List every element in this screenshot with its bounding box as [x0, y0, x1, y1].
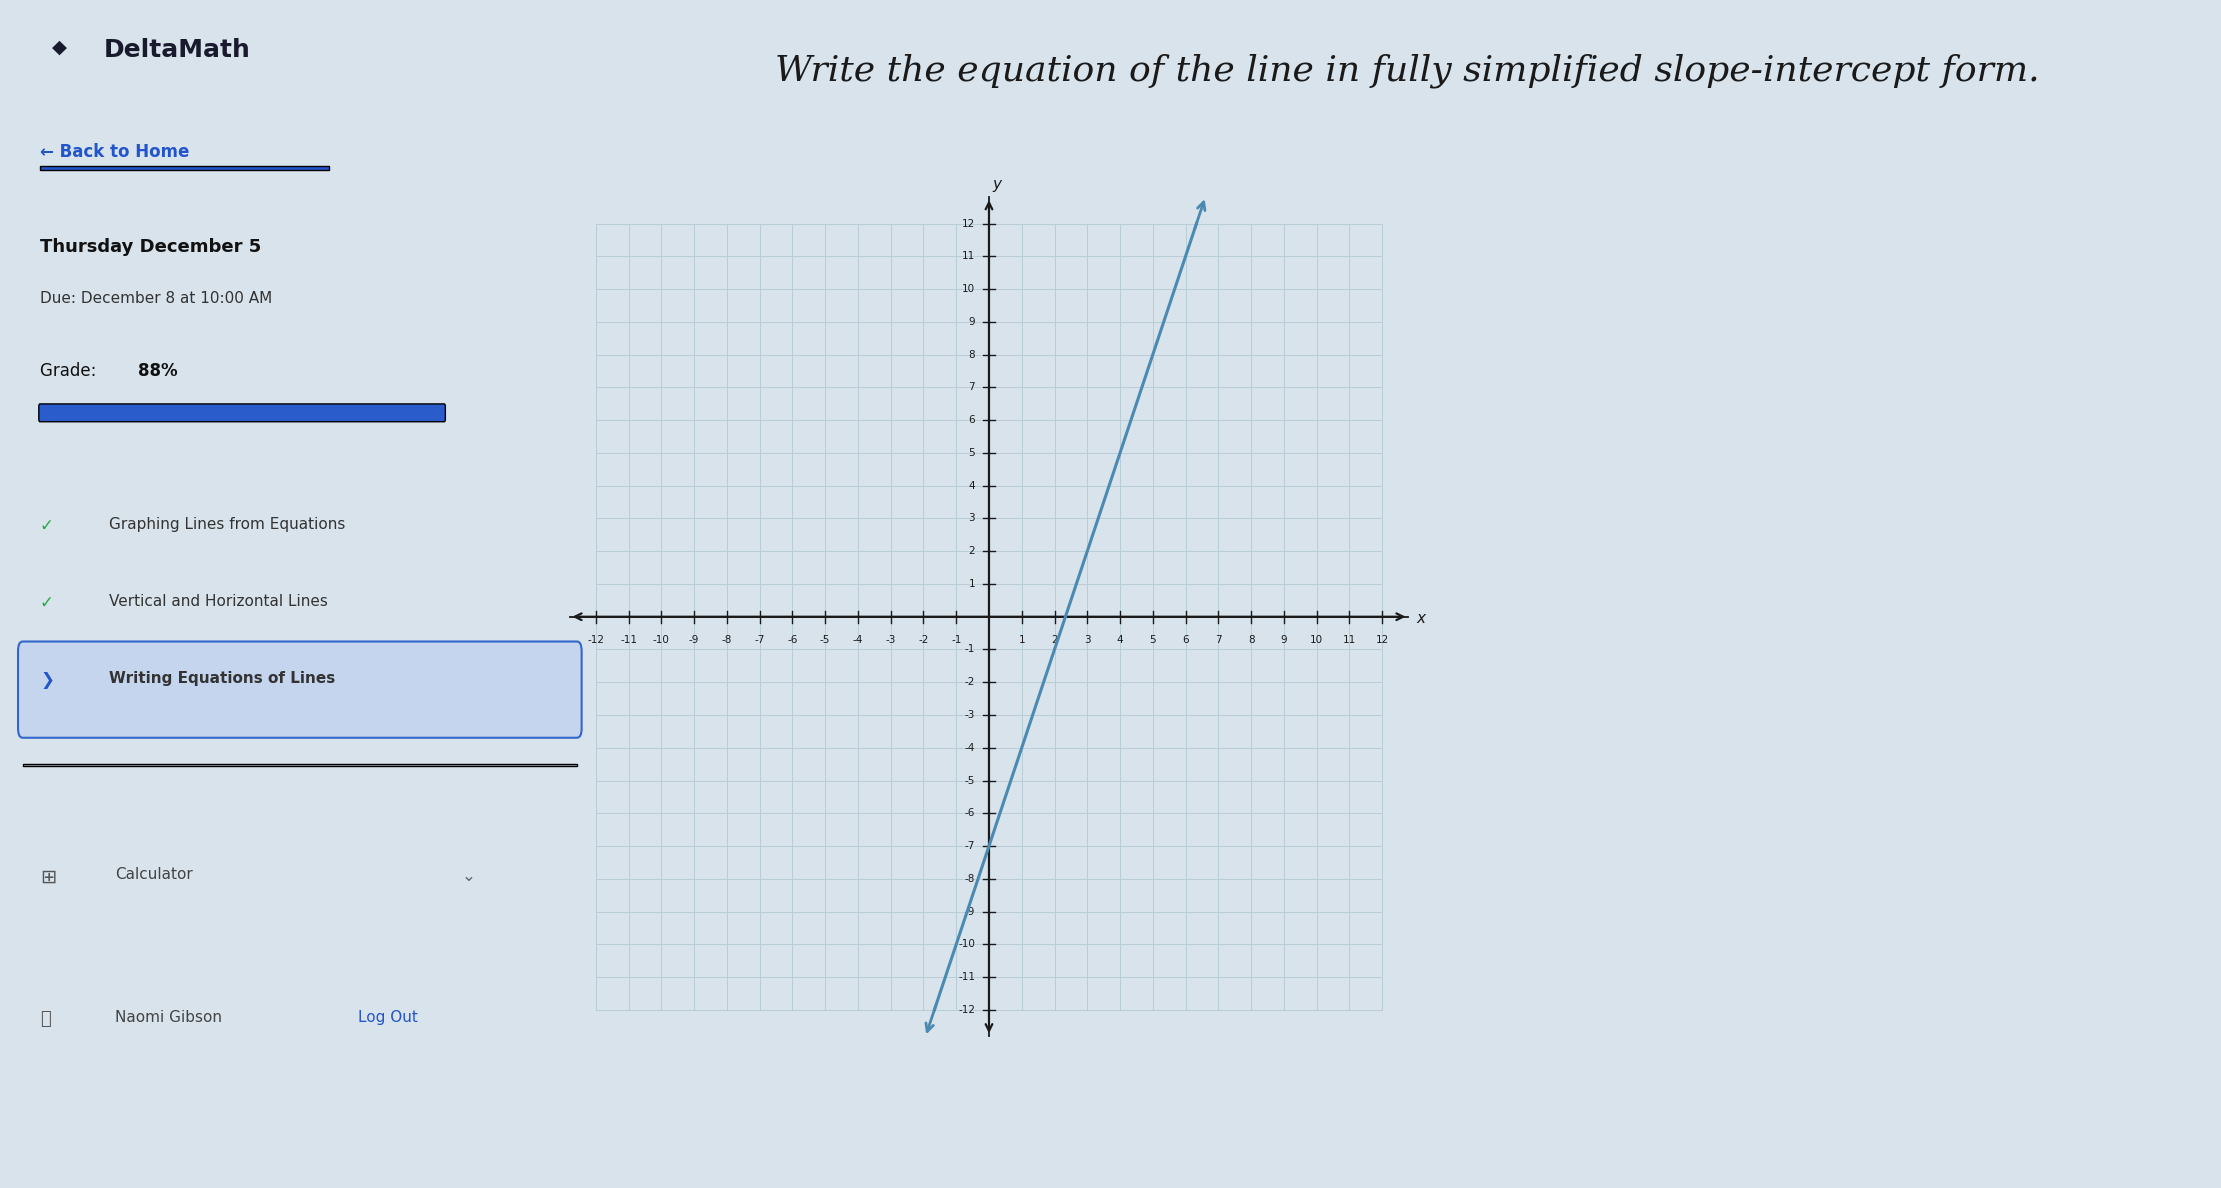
FancyBboxPatch shape	[18, 642, 582, 738]
Text: -8: -8	[722, 634, 733, 645]
Text: 7: 7	[1215, 634, 1222, 645]
Text: ⌄: ⌄	[462, 867, 475, 885]
Text: -9: -9	[964, 906, 975, 917]
Text: ❯: ❯	[40, 671, 53, 689]
Text: -5: -5	[964, 776, 975, 785]
Text: -2: -2	[964, 677, 975, 688]
Text: -8: -8	[964, 874, 975, 884]
Text: -10: -10	[957, 940, 975, 949]
Text: -3: -3	[964, 710, 975, 720]
Text: y: y	[993, 177, 1002, 192]
Text: 1: 1	[968, 579, 975, 589]
Text: 5: 5	[1150, 634, 1157, 645]
Text: -6: -6	[786, 634, 797, 645]
Text: Calculator: Calculator	[115, 867, 193, 883]
Text: 12: 12	[1375, 634, 1388, 645]
FancyBboxPatch shape	[40, 166, 329, 170]
Text: 7: 7	[968, 383, 975, 392]
Text: -11: -11	[957, 972, 975, 982]
Text: 4: 4	[1117, 634, 1124, 645]
Text: Thursday December 5: Thursday December 5	[40, 238, 262, 255]
Text: -11: -11	[620, 634, 637, 645]
Text: Grade:: Grade:	[40, 362, 102, 380]
Text: -12: -12	[957, 1005, 975, 1015]
Text: 1: 1	[1019, 634, 1026, 645]
Text: ⦾: ⦾	[40, 1010, 51, 1028]
Text: 5: 5	[968, 448, 975, 457]
Text: 88%: 88%	[138, 362, 178, 380]
Text: -6: -6	[964, 808, 975, 819]
Text: -10: -10	[653, 634, 671, 645]
Text: 9: 9	[968, 317, 975, 327]
Text: -7: -7	[964, 841, 975, 851]
Text: Vertical and Horizontal Lines: Vertical and Horizontal Lines	[109, 594, 329, 609]
Text: -1: -1	[964, 645, 975, 655]
Text: -3: -3	[886, 634, 895, 645]
Text: 10: 10	[1310, 634, 1324, 645]
Text: ← Back to Home: ← Back to Home	[40, 143, 189, 160]
Text: -4: -4	[853, 634, 864, 645]
Text: 8: 8	[968, 349, 975, 360]
Text: -12: -12	[586, 634, 604, 645]
Text: 11: 11	[962, 252, 975, 261]
Text: ⊞: ⊞	[40, 867, 56, 886]
Text: -4: -4	[964, 742, 975, 753]
Text: 9: 9	[1282, 634, 1288, 645]
Text: 2: 2	[968, 546, 975, 556]
Text: ✓: ✓	[40, 594, 53, 612]
Text: 11: 11	[1344, 634, 1357, 645]
Text: ◆: ◆	[51, 38, 67, 57]
Text: Graphing Lines from Equations: Graphing Lines from Equations	[109, 517, 346, 532]
Text: 4: 4	[968, 481, 975, 491]
Text: DeltaMath: DeltaMath	[104, 38, 251, 62]
Text: -1: -1	[951, 634, 962, 645]
Text: 12: 12	[962, 219, 975, 228]
Text: Writing Equations of Lines: Writing Equations of Lines	[109, 671, 335, 687]
Text: Write the equation of the line in fully simplified slope-intercept form.: Write the equation of the line in fully …	[775, 53, 2039, 88]
Text: 8: 8	[1248, 634, 1255, 645]
FancyBboxPatch shape	[22, 764, 577, 766]
Text: 3: 3	[1084, 634, 1091, 645]
Text: 6: 6	[968, 415, 975, 425]
Text: -2: -2	[917, 634, 928, 645]
Text: 3: 3	[968, 513, 975, 524]
Text: ✓: ✓	[40, 517, 53, 535]
Text: Log Out: Log Out	[358, 1010, 418, 1025]
Text: -7: -7	[755, 634, 764, 645]
Text: 2: 2	[1051, 634, 1057, 645]
Text: -5: -5	[820, 634, 831, 645]
Text: 10: 10	[962, 284, 975, 295]
Text: -9: -9	[689, 634, 700, 645]
Text: x: x	[1417, 611, 1426, 626]
Text: Due: December 8 at 10:00 AM: Due: December 8 at 10:00 AM	[40, 291, 273, 307]
Text: 6: 6	[1182, 634, 1188, 645]
FancyBboxPatch shape	[38, 404, 446, 422]
Text: Naomi Gibson: Naomi Gibson	[115, 1010, 222, 1025]
